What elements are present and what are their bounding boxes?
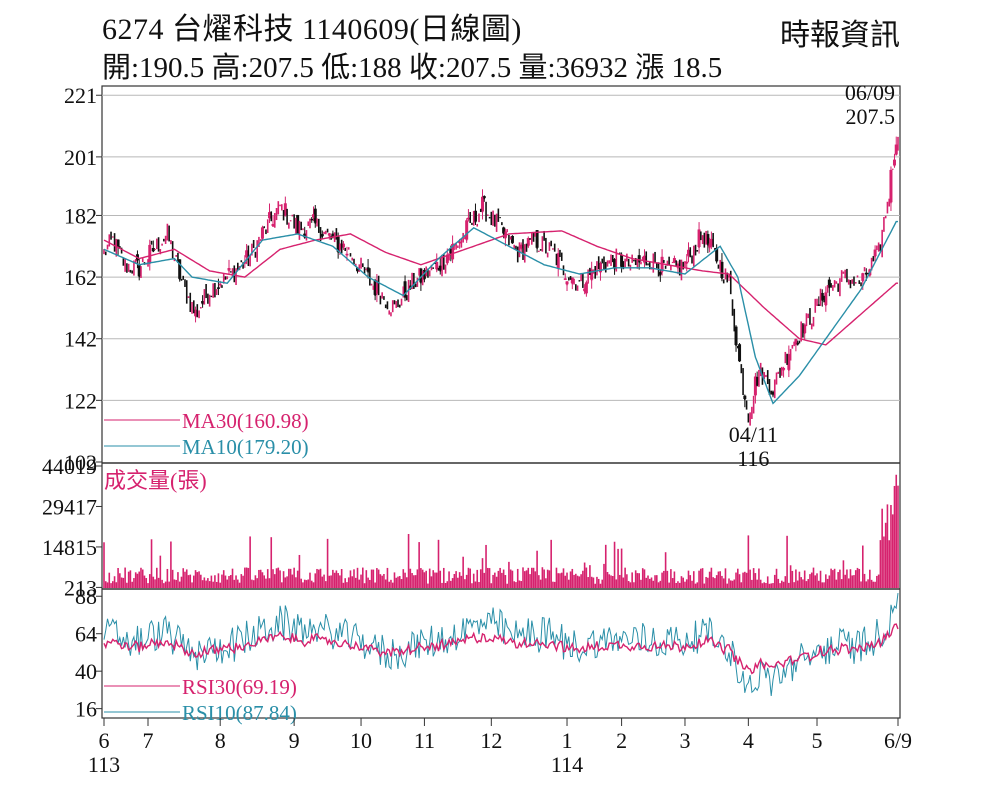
price-tick-label: 102 [64, 450, 97, 475]
high-date-label: 06/09 [845, 80, 895, 105]
source-label: 時報資訊 [780, 19, 900, 52]
high-value-label: 207.5 [846, 104, 896, 129]
low-value-label: 116 [737, 446, 769, 471]
rsi30-line [103, 623, 899, 675]
ma30-line [103, 230, 898, 346]
month-label: 2 [616, 728, 627, 753]
rsi-tick-label: 40 [75, 659, 97, 684]
month-label: 12 [480, 728, 502, 753]
volume-panel-label: 成交量(張) [104, 468, 207, 493]
price-legend-label: MA30(160.98) [182, 409, 309, 433]
price-tick-label: 221 [64, 83, 97, 108]
rsi-tick-label: 88 [75, 584, 97, 609]
ohlc-summary: 開:190.5 高:207.5 低:188 收:207.5 量:36932 漲 … [102, 52, 723, 84]
month-label: 6/9 [884, 728, 912, 753]
month-label: 5 [812, 728, 823, 753]
month-label: 1 [562, 728, 573, 753]
rsi-legend-label: RSI10(87.84) [182, 701, 297, 725]
month-label: 10 [350, 728, 372, 753]
price-tick-label: 142 [64, 327, 97, 352]
price-tick-label: 201 [64, 145, 97, 170]
month-label: 7 [143, 728, 154, 753]
price-tick-label: 182 [64, 203, 97, 228]
low-date-label: 04/11 [729, 422, 778, 447]
volume-tick-label: 213 [64, 575, 97, 600]
ma10-line [103, 220, 898, 405]
rsi-legend-label: RSI30(69.19) [182, 675, 297, 699]
plot-frame [101, 85, 901, 719]
year-label: 114 [551, 752, 583, 777]
price-legend-label: MA10(179.20) [182, 435, 309, 459]
volume-tick-label: 44019 [42, 454, 97, 479]
rsi-tick-label: 64 [75, 622, 97, 647]
month-label: 6 [99, 728, 110, 753]
month-label: 11 [414, 728, 435, 753]
month-label: 3 [679, 728, 690, 753]
volume-tick-label: 29417 [42, 494, 97, 519]
rsi10-line [103, 593, 899, 696]
price-tick-label: 162 [64, 265, 97, 290]
volume-tick-label: 14815 [42, 535, 97, 560]
chart-title: 6274 台燿科技 1140609(日線圖) [102, 13, 522, 46]
price-tick-label: 122 [64, 388, 97, 413]
month-label: 4 [743, 728, 754, 753]
rsi-tick-label: 16 [75, 697, 97, 722]
month-label: 8 [215, 728, 226, 753]
year-label: 113 [88, 752, 120, 777]
month-label: 9 [289, 728, 300, 753]
